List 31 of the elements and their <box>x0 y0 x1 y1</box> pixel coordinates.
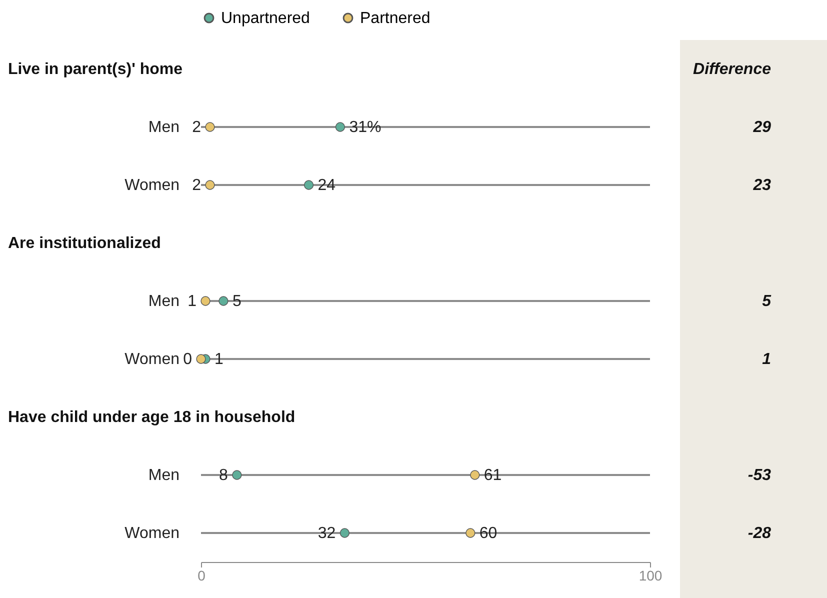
data-label: 24 <box>318 177 336 194</box>
text: -28 <box>748 525 772 542</box>
y-tick-label: Men <box>148 467 180 484</box>
legend-label: Unpartnered <box>221 10 310 27</box>
data-label: 2 <box>192 177 202 194</box>
text: 29 <box>752 119 772 136</box>
text: Difference <box>693 61 772 78</box>
data-label: 32 <box>318 525 336 542</box>
y-tick-label: Men <box>148 119 180 136</box>
data-label: 60 <box>479 525 498 542</box>
data-label: 1 <box>214 351 224 368</box>
text: 23 <box>752 177 772 194</box>
data-label: 8 <box>219 467 228 484</box>
y-tick-label: Women <box>124 525 180 542</box>
text: Live in parent(s)' home <box>8 61 183 78</box>
y-tick-label: Women <box>124 351 180 368</box>
text: 1 <box>762 351 772 368</box>
legend-label: Partnered <box>360 10 430 27</box>
y-tick-label: Men <box>148 293 180 310</box>
data-label: 0 <box>183 351 192 368</box>
text: 5 <box>762 293 772 310</box>
annotation: Have child under age 18 in household <box>8 409 296 426</box>
x-tick-label: 100 <box>638 568 662 584</box>
data-label: 2 <box>192 119 202 136</box>
data-label: 31% <box>349 119 382 136</box>
data-label: 5 <box>232 293 242 310</box>
text: -53 <box>748 467 772 484</box>
data-label: 1 <box>188 293 197 310</box>
y-tick-label: Women <box>124 177 180 194</box>
text: Are institutionalized <box>8 235 161 252</box>
data-label: 61 <box>484 467 502 484</box>
